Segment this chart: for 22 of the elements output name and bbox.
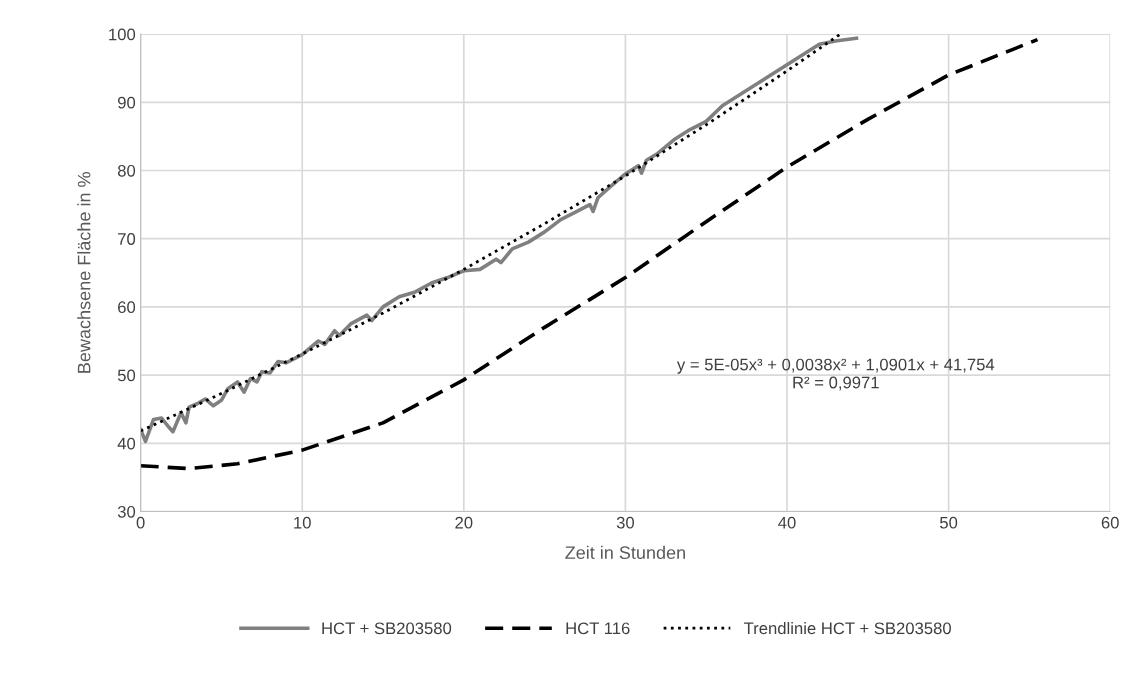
y-tick-label: 60	[118, 301, 136, 314]
x-tick-label: 40	[778, 516, 796, 529]
y-tick-label: 70	[118, 233, 136, 245]
y-tick-label: 80	[117, 164, 136, 177]
y-tick-label: 30	[117, 505, 136, 518]
legend-label: HCT + SB203580	[322, 622, 452, 635]
y-tick-label: 90	[118, 96, 136, 109]
x-tick-label: 30	[616, 516, 635, 529]
x-tick-label: 20	[455, 516, 473, 529]
x-axis-title: Zeit in Stunden	[565, 545, 685, 560]
x-tick-label: 50	[939, 516, 958, 529]
legend-label: HCT 116	[566, 622, 630, 635]
x-tick-label: 60	[1101, 516, 1119, 529]
annotation: y = 5E-05x³ + 0,0038x² + 1,0901x + 41,754 R² = 0,9971	[676, 358, 995, 391]
y-axis-title: Bewachsene Fläche in %	[77, 172, 91, 373]
y-tick-label: 100	[109, 28, 136, 41]
x-tick-label: 10	[294, 516, 311, 529]
y-tick-label: 50	[117, 369, 136, 382]
y-tick-label: 40	[117, 437, 136, 450]
x-tick-label: 0	[136, 516, 145, 529]
legend-label: Trendlinie HCT + SB203580	[744, 621, 951, 635]
line-series	[140, 37, 1040, 471]
